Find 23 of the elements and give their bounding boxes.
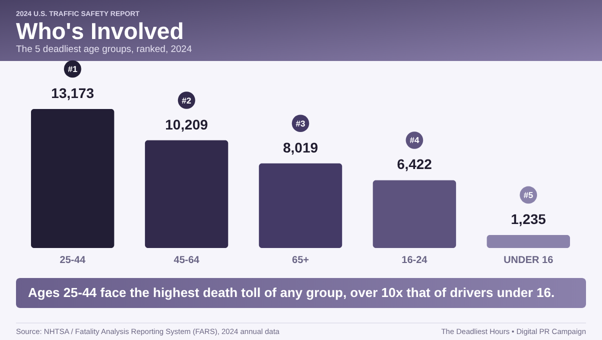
bar — [31, 109, 114, 248]
annotation: #3 — [296, 118, 306, 128]
annotation: #5 — [524, 190, 534, 200]
x-tick-label: 25-44 — [60, 255, 86, 266]
x-tick-label: 65+ — [292, 255, 310, 266]
bar — [486, 234, 570, 248]
bar — [258, 163, 342, 248]
data-label: 8,019 — [282, 139, 318, 156]
chart-subtitle: The 5 deadliest age groups, ranked, 2024 — [16, 44, 192, 55]
data-label: 10,209 — [165, 116, 208, 132]
annotation: #4 — [410, 135, 420, 146]
text: #1 — [68, 64, 78, 74]
x-tick-label: 45-64 — [174, 255, 200, 266]
data-label: 6,422 — [396, 156, 432, 172]
bar — [144, 140, 228, 248]
text: Ages 25-44 face the highest death toll of any group, over 10x that of drivers under 16. — [28, 285, 555, 300]
x-tick-label: UNDER 16 — [504, 255, 554, 266]
data-label: 1,235 — [510, 210, 546, 227]
chart-title: Who's Involved — [16, 18, 184, 44]
bar — [372, 180, 456, 248]
data-label: 13,173 — [51, 85, 94, 101]
x-tick-label: 16-24 — [402, 255, 428, 266]
text: #2 — [182, 95, 192, 106]
